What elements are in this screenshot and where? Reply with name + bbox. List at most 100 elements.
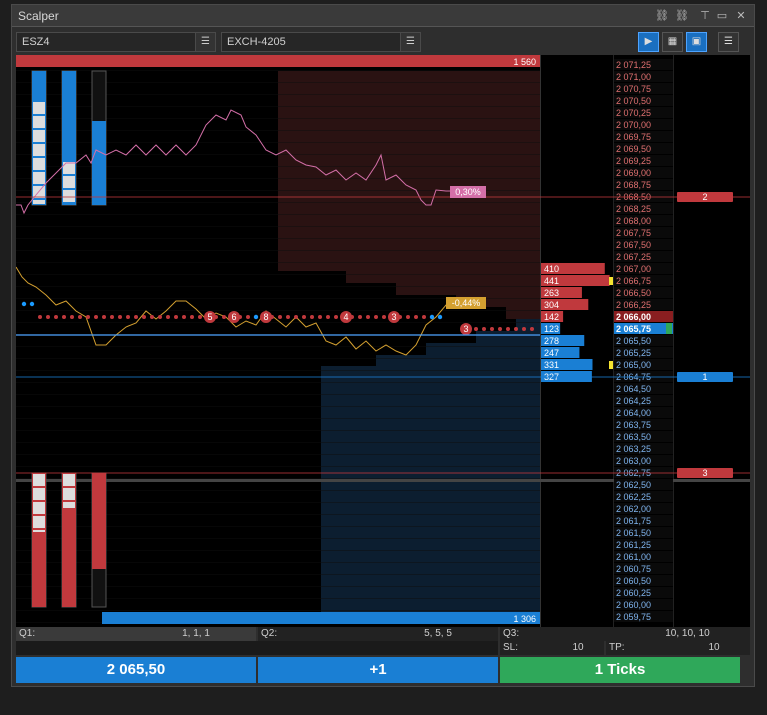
price-level: 2 063,50: [616, 432, 651, 442]
instrument-selector[interactable]: ESZ4 ☰: [16, 32, 216, 52]
close-icon[interactable]: ✕: [733, 9, 749, 23]
link-icon[interactable]: ⛓: [654, 9, 670, 23]
trade-dot: [278, 315, 282, 319]
account-selector[interactable]: EXCH-4205 ☰: [221, 32, 421, 52]
trade-dot: [46, 315, 50, 319]
bid-trade-dot: [254, 315, 258, 319]
sl-cell[interactable]: SL: 10: [500, 641, 604, 655]
total-ask-bar: [16, 55, 540, 67]
trade-dot: [506, 327, 510, 331]
price-level: 2 064,50: [616, 384, 651, 394]
position-mark: [666, 323, 672, 334]
price-ladder-panel[interactable]: 2 071,25 2 071,00 2 070,75 2 070,50 2 070,25…: [16, 55, 750, 627]
list-icon[interactable]: ☰: [400, 33, 420, 51]
account-value: EXCH-4205: [227, 36, 286, 48]
bid-volume: 123: [544, 324, 559, 334]
dom-icon[interactable]: ▦: [662, 32, 683, 52]
trade-dot: [70, 315, 74, 319]
order-label: 1: [702, 372, 707, 382]
bar-segment: [63, 190, 75, 202]
save-icon[interactable]: ▣: [686, 32, 707, 52]
window-title: Scalper: [18, 9, 59, 23]
bid-trade-dot: [438, 315, 442, 319]
trade-dot: [482, 327, 486, 331]
pin-icon[interactable]: ⊤: [697, 9, 713, 23]
upper-bar-fill: [92, 121, 106, 205]
price-button[interactable]: 2 065,50: [16, 657, 256, 683]
total-bid-label: 1 306: [513, 614, 536, 624]
price-level: 2 066,25: [616, 300, 651, 310]
price-level: 2 068,00: [616, 216, 651, 226]
trade-dot: [62, 315, 66, 319]
trade-dot: [102, 315, 106, 319]
q2-cell[interactable]: Q2: 5, 5, 5: [258, 627, 498, 641]
empty-cell: [16, 641, 498, 655]
bar-segment: [33, 144, 45, 156]
price-level: 2 062,00: [616, 504, 651, 514]
quantity-status-bar: Q1: 1, 1, 1 Q2: 5, 5, 5 Q3: 10, 10, 10 S…: [16, 627, 750, 655]
order-label: 2: [702, 192, 707, 202]
trade-dot: [94, 315, 98, 319]
tp-value: 10: [678, 641, 750, 655]
lower-bar-fill: [92, 473, 106, 569]
auto-center-icon[interactable]: ▶: [638, 32, 659, 52]
price-level: 2 068,25: [616, 204, 651, 214]
price-level: 2 070,75: [616, 84, 651, 94]
price-level: 2 063,00: [616, 456, 651, 466]
link-group-icon[interactable]: ⛓: [674, 9, 690, 23]
trade-dot: [294, 315, 298, 319]
price-level: 2 063,75: [616, 420, 651, 430]
trade-bubble-label: 3: [463, 324, 468, 334]
best-price-text: 2 065,75: [616, 324, 651, 334]
trade-dot: [422, 315, 426, 319]
bid-trade-dot: [430, 315, 434, 319]
trade-dot: [326, 315, 330, 319]
chart-canvas[interactable]: 2 071,25 2 071,00 2 070,75 2 070,50 2 070,25…: [16, 55, 750, 627]
minimize-icon[interactable]: ▭: [714, 9, 730, 23]
trade-dot: [190, 315, 194, 319]
ask-volume: 410: [544, 264, 559, 274]
q3-cell[interactable]: Q3: 10, 10, 10: [500, 627, 750, 641]
trade-dot: [126, 315, 130, 319]
bar-segment: [33, 516, 45, 528]
settings-menu-icon[interactable]: ☰: [718, 32, 739, 52]
bar-segment: [33, 130, 45, 142]
price-level: 2 065,50: [616, 336, 651, 346]
q1-cell[interactable]: Q1: 1, 1, 1: [16, 627, 256, 641]
upper-pct-label: 0,30%: [455, 187, 481, 197]
price-level: 2 060,00: [616, 600, 651, 610]
price-level: 2 071,25: [616, 60, 651, 70]
total-ask-label: 1 560: [513, 57, 536, 67]
price-level: 2 070,50: [616, 96, 651, 106]
bar-segment: [33, 502, 45, 514]
trade-dot: [286, 315, 290, 319]
trade-dot: [310, 315, 314, 319]
price-level: 2 069,25: [616, 156, 651, 166]
ask-volume: 263: [544, 288, 559, 298]
tp-label: TP:: [609, 641, 625, 655]
trade-bubble-label: 8: [263, 312, 268, 322]
bar-segment: [33, 488, 45, 500]
action-bar: 2 065,50 +1 1 Ticks: [16, 657, 750, 683]
price-level: 2 071,00: [616, 72, 651, 82]
total-bid-bar: [102, 612, 540, 624]
trade-dot: [150, 315, 154, 319]
bid-volume: 247: [544, 348, 559, 358]
trade-dot: [86, 315, 90, 319]
list-icon[interactable]: ☰: [195, 33, 215, 51]
price-level: 2 067,25: [616, 252, 651, 262]
sl-label: SL:: [503, 641, 518, 655]
trade-dot: [54, 315, 58, 319]
bar-segment: [33, 116, 45, 128]
order-label: 3: [702, 468, 707, 478]
trade-dot: [498, 327, 502, 331]
title-bar: Scalper ⛓ ⛓ ⊤ ▭ ✕: [12, 5, 754, 27]
ticks-button[interactable]: 1 Ticks: [500, 657, 740, 683]
quantity-button[interactable]: +1: [258, 657, 498, 683]
tp-cell[interactable]: TP: 10: [606, 641, 750, 655]
trade-dot: [158, 315, 162, 319]
price-level: 2 064,00: [616, 408, 651, 418]
price-level: 2 061,25: [616, 540, 651, 550]
bar-segment: [33, 200, 45, 204]
trade-dot: [134, 315, 138, 319]
